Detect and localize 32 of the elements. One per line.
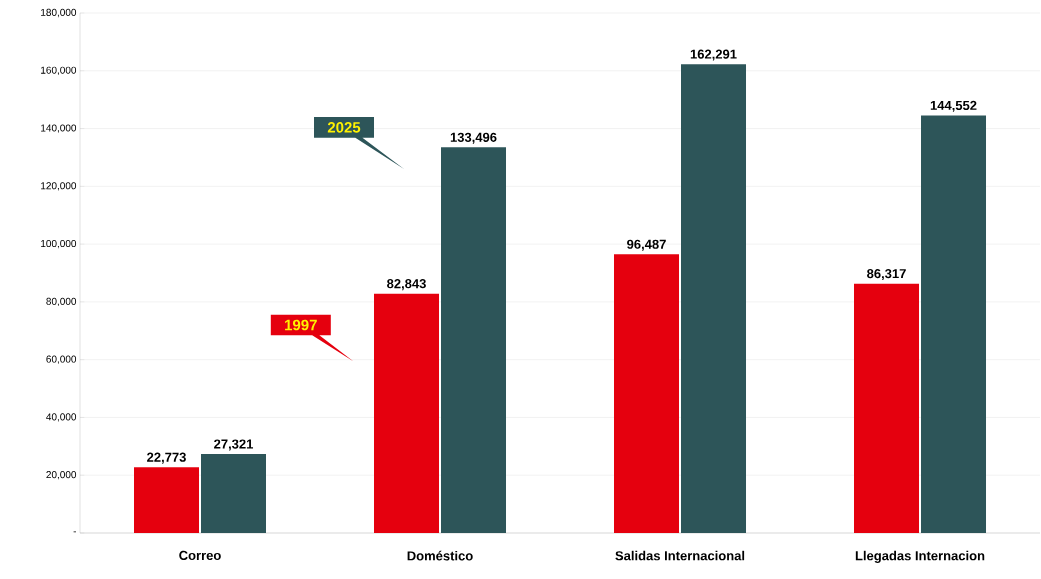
- x-tick-label: Correo: [179, 550, 221, 560]
- bar: [441, 147, 506, 533]
- bar: [921, 115, 987, 533]
- bar: [201, 454, 266, 533]
- bar: [614, 254, 680, 533]
- y-tick-label: 40,000: [46, 413, 77, 422]
- bar: [374, 293, 439, 533]
- data-label: 96,487: [627, 239, 666, 251]
- text: 2025: [327, 122, 361, 133]
- y-tick-label: -: [73, 531, 77, 533]
- y-tick-label: 180,000: [41, 8, 77, 18]
- data-label: 82,843: [387, 279, 426, 291]
- x-tick-label: Llegadas Internacion: [855, 550, 985, 563]
- data-label: 86,317: [867, 269, 906, 281]
- text: 1997: [285, 319, 317, 331]
- bar: [134, 467, 199, 533]
- y-tick-label: 20,000: [46, 471, 77, 480]
- y-tick-label: 120,000: [41, 182, 77, 191]
- data-label: 27,321: [214, 439, 254, 451]
- y-tick-label: 60,000: [46, 355, 77, 364]
- bar: [681, 64, 747, 533]
- x-tick-label: Salidas Internacional: [615, 550, 745, 561]
- data-label: 22,773: [147, 452, 186, 464]
- data-label: 133,496: [450, 132, 497, 144]
- y-tick-label: 140,000: [41, 124, 77, 133]
- y-tick-label: 100,000: [41, 239, 77, 249]
- data-label: 162,291: [690, 49, 737, 61]
- bar: [854, 283, 920, 533]
- data-label: 144,552: [930, 100, 977, 112]
- y-tick-label: 160,000: [41, 66, 77, 75]
- x-tick-label: Doméstico: [407, 550, 473, 561]
- y-tick-label: 80,000: [46, 297, 77, 307]
